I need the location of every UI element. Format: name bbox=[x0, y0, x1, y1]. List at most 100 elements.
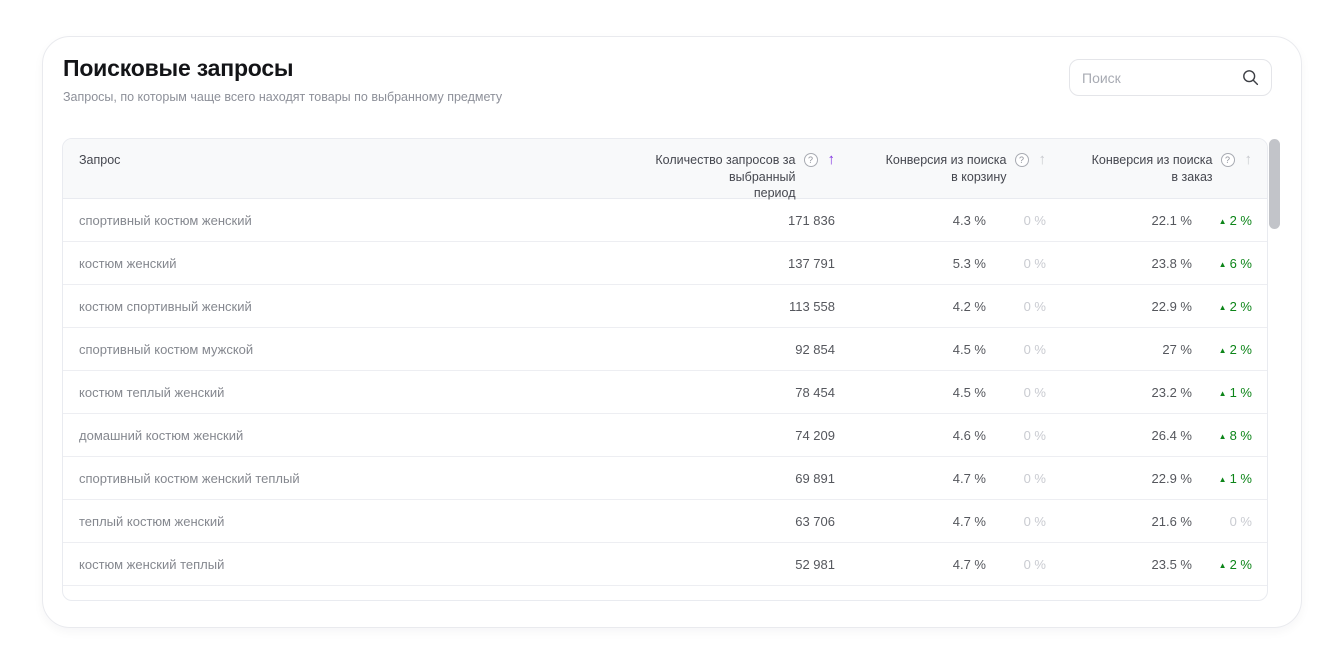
cart-conversion-value: 4.5 % bbox=[952, 384, 986, 400]
query-cell: костюм женский теплый bbox=[79, 556, 225, 572]
cart-conversion-value: 4.7 % bbox=[952, 556, 986, 572]
cart-delta: 0 % bbox=[986, 514, 1046, 529]
panel-header: Поисковые запросы Запросы, по которым ча… bbox=[43, 37, 1301, 104]
table-row: домашний костюм женский 74 209 4.6 % 0 %… bbox=[63, 414, 1267, 457]
order-conversion-cell: 27 % 2 % bbox=[1051, 342, 1267, 357]
table-row: костюм теплый женский 78 454 4.5 % 0 % 2… bbox=[63, 371, 1267, 414]
cart-conversion-cell: 4.2 % 0 % bbox=[841, 299, 1051, 314]
cart-delta-value: 0 % bbox=[1023, 513, 1046, 529]
query-cell: костюм теплый женский bbox=[79, 384, 225, 400]
search-box[interactable] bbox=[1069, 59, 1272, 96]
scrollbar-thumb[interactable] bbox=[1269, 139, 1280, 229]
column-header-count-line1: Количество запросов за выбранный bbox=[655, 153, 796, 184]
query-cell: домашний костюм женский bbox=[79, 427, 244, 443]
help-icon[interactable]: ? bbox=[1014, 153, 1029, 167]
count-cell: 74 209 bbox=[795, 427, 835, 443]
cart-conversion-value: 4.6 % bbox=[952, 427, 986, 443]
trend-up-icon bbox=[1219, 432, 1227, 441]
sort-ascending-icon[interactable]: ↑ bbox=[827, 151, 836, 168]
trend-up-icon bbox=[1219, 346, 1227, 355]
order-delta: 1 % bbox=[1192, 471, 1252, 486]
column-header-count[interactable]: Количество запросов за выбранный период … bbox=[588, 139, 841, 202]
order-delta-value: 2 % bbox=[1229, 212, 1252, 228]
count-cell: 137 791 bbox=[788, 255, 835, 271]
count-cell: 171 836 bbox=[788, 212, 835, 228]
cart-delta: 0 % bbox=[986, 471, 1046, 486]
table-body: спортивный костюм женский 171 836 4.3 % … bbox=[63, 199, 1267, 586]
trend-up-icon bbox=[1219, 561, 1227, 570]
query-cell: костюм женский bbox=[79, 255, 177, 271]
table-row: спортивный костюм женский теплый 69 891 … bbox=[63, 457, 1267, 500]
cart-delta-value: 0 % bbox=[1023, 470, 1046, 486]
cart-conversion-value: 4.2 % bbox=[952, 298, 986, 314]
column-header-query: Запрос bbox=[79, 153, 121, 167]
count-cell: 52 981 bbox=[795, 556, 835, 572]
count-cell: 92 854 bbox=[795, 341, 835, 357]
table-row: костюм женский теплый 52 981 4.7 % 0 % 2… bbox=[63, 543, 1267, 586]
column-header-order-conversion[interactable]: Конверсия из поиска в заказ ? ↑ bbox=[1051, 139, 1267, 202]
order-delta-value: 2 % bbox=[1229, 556, 1252, 572]
query-cell: спортивный костюм мужской bbox=[79, 341, 254, 357]
order-delta-value: 2 % bbox=[1229, 298, 1252, 314]
table-row: спортивный костюм мужской 92 854 4.5 % 0… bbox=[63, 328, 1267, 371]
cart-conversion-value: 5.3 % bbox=[952, 255, 986, 271]
table-row: костюм женский 137 791 5.3 % 0 % 23.8 % … bbox=[63, 242, 1267, 285]
order-conversion-value: 22.9 % bbox=[1151, 298, 1192, 314]
order-conversion-value: 26.4 % bbox=[1151, 427, 1192, 443]
cart-delta-value: 0 % bbox=[1023, 298, 1046, 314]
query-cell: спортивный костюм женский bbox=[79, 212, 252, 228]
order-delta-value: 1 % bbox=[1229, 384, 1252, 400]
search-icon[interactable] bbox=[1242, 69, 1259, 86]
trend-up-icon bbox=[1219, 303, 1227, 312]
cart-delta: 0 % bbox=[986, 213, 1046, 228]
order-conversion-cell: 21.6 % 0 % bbox=[1051, 514, 1267, 529]
sort-inactive-icon[interactable]: ↑ bbox=[1244, 151, 1253, 168]
order-delta-value: 6 % bbox=[1229, 255, 1252, 271]
count-cell: 78 454 bbox=[795, 384, 835, 400]
trend-up-icon bbox=[1219, 260, 1227, 269]
order-delta: 2 % bbox=[1192, 299, 1252, 314]
search-input[interactable] bbox=[1082, 69, 1242, 86]
cart-delta-value: 0 % bbox=[1023, 384, 1046, 400]
cart-conversion-cell: 4.3 % 0 % bbox=[841, 213, 1051, 228]
order-conversion-value: 22.9 % bbox=[1151, 470, 1192, 486]
cart-delta-value: 0 % bbox=[1023, 427, 1046, 443]
order-conversion-cell: 22.9 % 1 % bbox=[1051, 471, 1267, 486]
order-conversion-value: 23.8 % bbox=[1151, 255, 1192, 271]
order-conversion-cell: 23.8 % 6 % bbox=[1051, 256, 1267, 271]
table-header: Запрос Количество запросов за выбранный … bbox=[63, 139, 1267, 202]
table-row: костюм спортивный женский 113 558 4.2 % … bbox=[63, 285, 1267, 328]
help-icon[interactable]: ? bbox=[1220, 153, 1235, 167]
order-delta: 2 % bbox=[1192, 342, 1252, 357]
cart-delta: 0 % bbox=[986, 299, 1046, 314]
table-row: теплый костюм женский 63 706 4.7 % 0 % 2… bbox=[63, 500, 1267, 543]
column-header-count-line2: период bbox=[753, 186, 796, 200]
sort-inactive-icon[interactable]: ↑ bbox=[1038, 151, 1047, 168]
order-conversion-value: 27 % bbox=[1162, 341, 1192, 357]
cart-delta: 0 % bbox=[986, 256, 1046, 271]
column-header-cart-line1: Конверсия из поиска bbox=[885, 153, 1007, 167]
trend-up-icon bbox=[1219, 475, 1227, 484]
query-cell: спортивный костюм женский теплый bbox=[79, 470, 300, 486]
count-cell: 69 891 bbox=[795, 470, 835, 486]
cart-delta-value: 0 % bbox=[1023, 556, 1046, 572]
order-delta-value: 8 % bbox=[1229, 427, 1252, 443]
order-conversion-cell: 22.9 % 2 % bbox=[1051, 299, 1267, 314]
order-delta: 2 % bbox=[1192, 213, 1252, 228]
order-conversion-value: 23.2 % bbox=[1151, 384, 1192, 400]
search-queries-panel: Поисковые запросы Запросы, по которым ча… bbox=[42, 36, 1302, 628]
cart-delta-value: 0 % bbox=[1023, 341, 1046, 357]
cart-conversion-value: 4.7 % bbox=[952, 513, 986, 529]
order-conversion-cell: 22.1 % 2 % bbox=[1051, 213, 1267, 228]
column-header-cart-conversion[interactable]: Конверсия из поиска в корзину ? ↑ bbox=[841, 139, 1051, 202]
query-cell: теплый костюм женский bbox=[79, 513, 225, 529]
order-conversion-value: 22.1 % bbox=[1151, 212, 1192, 228]
help-icon[interactable]: ? bbox=[803, 153, 818, 167]
order-conversion-cell: 23.2 % 1 % bbox=[1051, 385, 1267, 400]
cart-conversion-cell: 4.5 % 0 % bbox=[841, 342, 1051, 357]
cart-conversion-cell: 4.6 % 0 % bbox=[841, 428, 1051, 443]
order-conversion-value: 23.5 % bbox=[1151, 556, 1192, 572]
order-delta: 6 % bbox=[1192, 256, 1252, 271]
cart-delta: 0 % bbox=[986, 342, 1046, 357]
cart-conversion-value: 4.3 % bbox=[952, 212, 986, 228]
